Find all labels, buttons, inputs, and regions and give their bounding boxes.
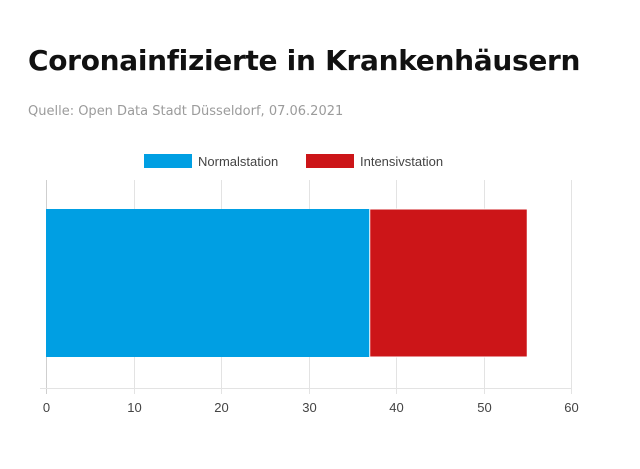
x-tick-label-50: 50	[477, 400, 491, 415]
legend-swatch-intensivstation	[306, 154, 354, 168]
legend-label-intensivstation: Intensivstation	[360, 154, 443, 169]
x-tick-label-10: 10	[127, 400, 141, 415]
chart-title: Coronainfizierte in Krankenhäusern	[28, 44, 581, 77]
legend-swatch-normalstation	[144, 154, 192, 168]
x-tick-label-60: 60	[564, 400, 578, 415]
bar-normalstation	[46, 209, 370, 357]
x-tick-label-40: 40	[389, 400, 403, 415]
x-tick-label-20: 20	[214, 400, 228, 415]
bar-intensivstation	[369, 208, 528, 358]
x-tick-label-30: 30	[302, 400, 316, 415]
legend-label-normalstation: Normalstation	[198, 154, 278, 169]
x-tick-label-0: 0	[43, 400, 50, 415]
chart-source: Quelle: Open Data Stadt Düsseldorf, 07.0…	[28, 104, 344, 119]
